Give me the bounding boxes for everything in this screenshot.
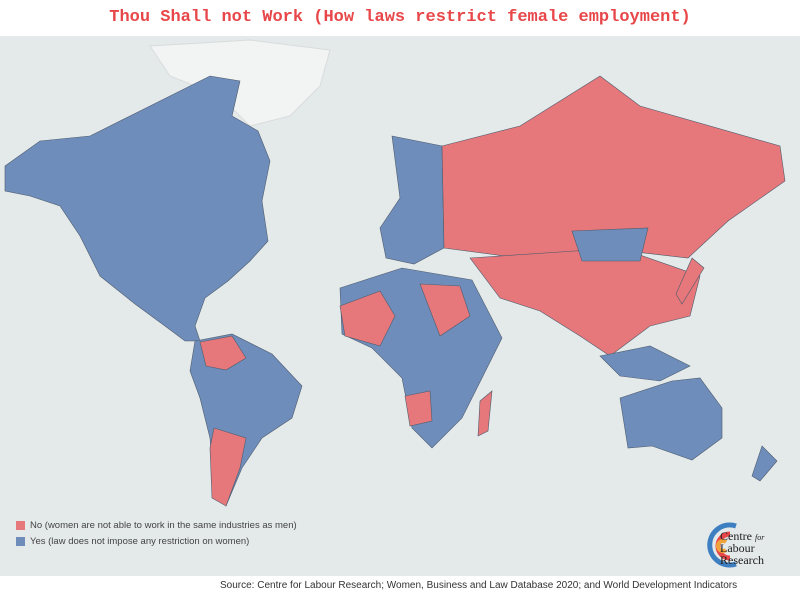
australia [619, 377, 723, 461]
legend-label: Yes (law does not impose any restriction… [30, 535, 250, 547]
africa-restrictive [339, 283, 471, 427]
title: Thou Shall not Work (How laws restrict f… [109, 8, 691, 27]
madagascar [477, 390, 493, 437]
japan [675, 257, 705, 305]
logo-mark [707, 522, 737, 568]
colombia-venezuela [199, 335, 247, 371]
source: Source: Centre for Labour Research; Wome… [220, 580, 738, 591]
logo: Centre for Labour Research [704, 520, 794, 570]
legend-item: No (women are not able to work in the sa… [16, 517, 297, 533]
asia [469, 247, 701, 357]
legend-label: No (women are not able to work in the sa… [30, 519, 297, 531]
mongolia [571, 227, 649, 262]
legend-swatch [16, 536, 25, 546]
greenland [149, 39, 331, 127]
logo-text: Labour [720, 541, 755, 555]
legend-swatch [16, 520, 25, 530]
new-zealand [751, 445, 778, 482]
north-america [4, 75, 271, 342]
logo-text: Research [720, 553, 764, 567]
argentina [209, 427, 247, 507]
southeast-asia [599, 345, 691, 382]
map [0, 36, 800, 576]
legend: No (women are not able to work in the sa… [16, 517, 297, 549]
legend-item: Yes (law does not impose any restriction… [16, 533, 297, 549]
logo-text: Centre for [720, 529, 765, 543]
